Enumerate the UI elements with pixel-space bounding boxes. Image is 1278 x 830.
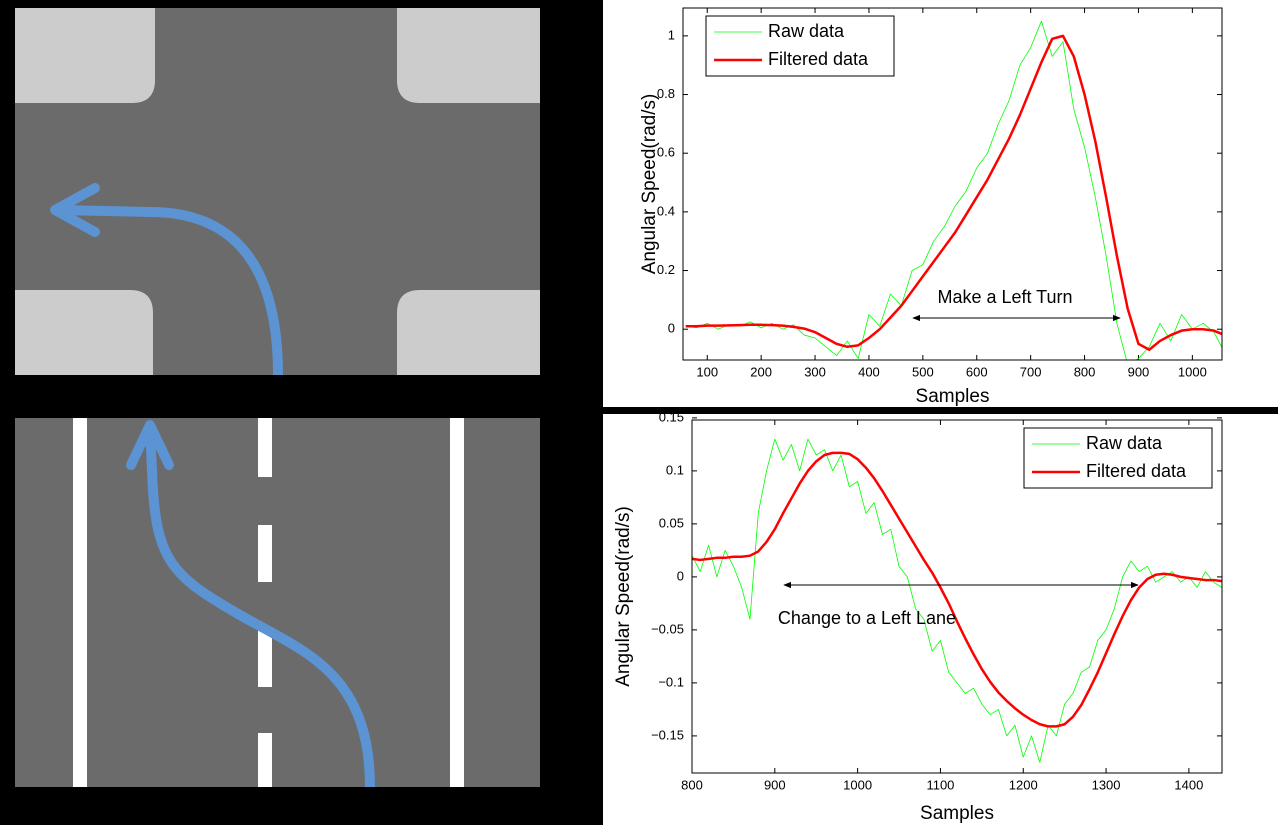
y-tick-label: 0.6: [657, 145, 675, 160]
lane-change-diagram: [15, 418, 540, 788]
x-tick-label: 1100: [926, 777, 954, 792]
legend-label: Filtered data: [768, 49, 869, 69]
x-tick-label: 600: [966, 364, 988, 379]
legend-box: [1023, 427, 1213, 489]
y-axis-title: Angular Speed(rad/s): [613, 506, 634, 687]
y-tick-label: 0: [668, 321, 675, 336]
x-tick-label: 1000: [1178, 364, 1207, 379]
arrow-head: [126, 420, 174, 470]
series-group: [692, 438, 1222, 763]
y-tick-label: −0.1: [658, 674, 684, 689]
chart: 100 200 300 400 500 600 700 800 900 1000 0 0.2 0.4 0.…: [639, 7, 1223, 407]
x-tick-label: 500: [912, 364, 934, 379]
plot-frame: [682, 7, 1223, 361]
x-tick-label: 1200: [1009, 777, 1038, 792]
corner-block: [15, 290, 153, 375]
x-tick-label: 400: [858, 364, 880, 379]
x-tick-label: 300: [804, 364, 826, 379]
annotation: Change to a Left Lane: [778, 608, 956, 628]
dashed-line: [258, 630, 272, 687]
y-tick-label: 0: [677, 568, 684, 583]
legend: Raw data Filtered data: [705, 15, 895, 77]
legend-label: Raw data: [1086, 433, 1163, 453]
x-tick-label: 1000: [843, 777, 872, 792]
dashed-line: [258, 525, 272, 582]
x-tick-label: 800: [681, 777, 703, 792]
y-axis-title: Angular Speed(rad/s): [639, 94, 660, 275]
y-tick-label: 0.15: [659, 409, 684, 424]
x-tick-label: 1300: [1092, 777, 1121, 792]
x-tick-label: 100: [696, 364, 718, 379]
legend-box: [705, 15, 895, 77]
y-tick-label: 0.1: [666, 462, 684, 477]
x-tick-label: 700: [1020, 364, 1042, 379]
turn-arrow: [57, 205, 283, 376]
data-line: [692, 451, 1222, 728]
y-tick-label: −0.05: [651, 621, 684, 636]
x-tick-label: 800: [1074, 364, 1096, 379]
arrow-head: [50, 183, 100, 237]
corner-block: [397, 8, 540, 103]
data-line: [692, 438, 1222, 763]
divider: [603, 407, 1278, 414]
legend-label: Filtered data: [1086, 461, 1187, 481]
chart: 800 900 1000 1100 1200 1300 1400 −0.15 −0.1 −0.05…: [613, 409, 1223, 824]
legend: Raw data Filtered data: [1023, 427, 1213, 489]
y-tick-label: 0.8: [657, 86, 675, 101]
y-tick-label: 0.2: [657, 262, 675, 277]
plot-frame: [691, 419, 1223, 774]
y-tick-label: 1: [668, 27, 675, 42]
x-tick-label: 1400: [1174, 777, 1203, 792]
y-tick-label: −0.15: [651, 727, 684, 742]
intersection-diagram: [15, 8, 540, 376]
dashed-line: [258, 418, 272, 477]
annotation: Make a Left Turn: [937, 287, 1072, 307]
x-tick-label: 200: [750, 364, 772, 379]
lane-line: [73, 418, 87, 787]
y-tick-label: 0.4: [657, 203, 675, 218]
legend-label: Raw data: [768, 21, 845, 41]
x-axis-title: Samples: [920, 803, 994, 824]
dashed-line: [258, 733, 272, 787]
data-line: [685, 34, 1222, 351]
series-group: [685, 20, 1222, 360]
x-axis-title: Samples: [916, 386, 990, 407]
corner-block: [15, 8, 155, 103]
corner-block: [397, 290, 540, 375]
lane-line: [450, 418, 464, 787]
lane-change-arrow: [145, 427, 375, 788]
y-tick-label: 0.05: [659, 515, 684, 530]
x-tick-label: 900: [764, 777, 786, 792]
x-tick-label: 900: [1128, 364, 1150, 379]
